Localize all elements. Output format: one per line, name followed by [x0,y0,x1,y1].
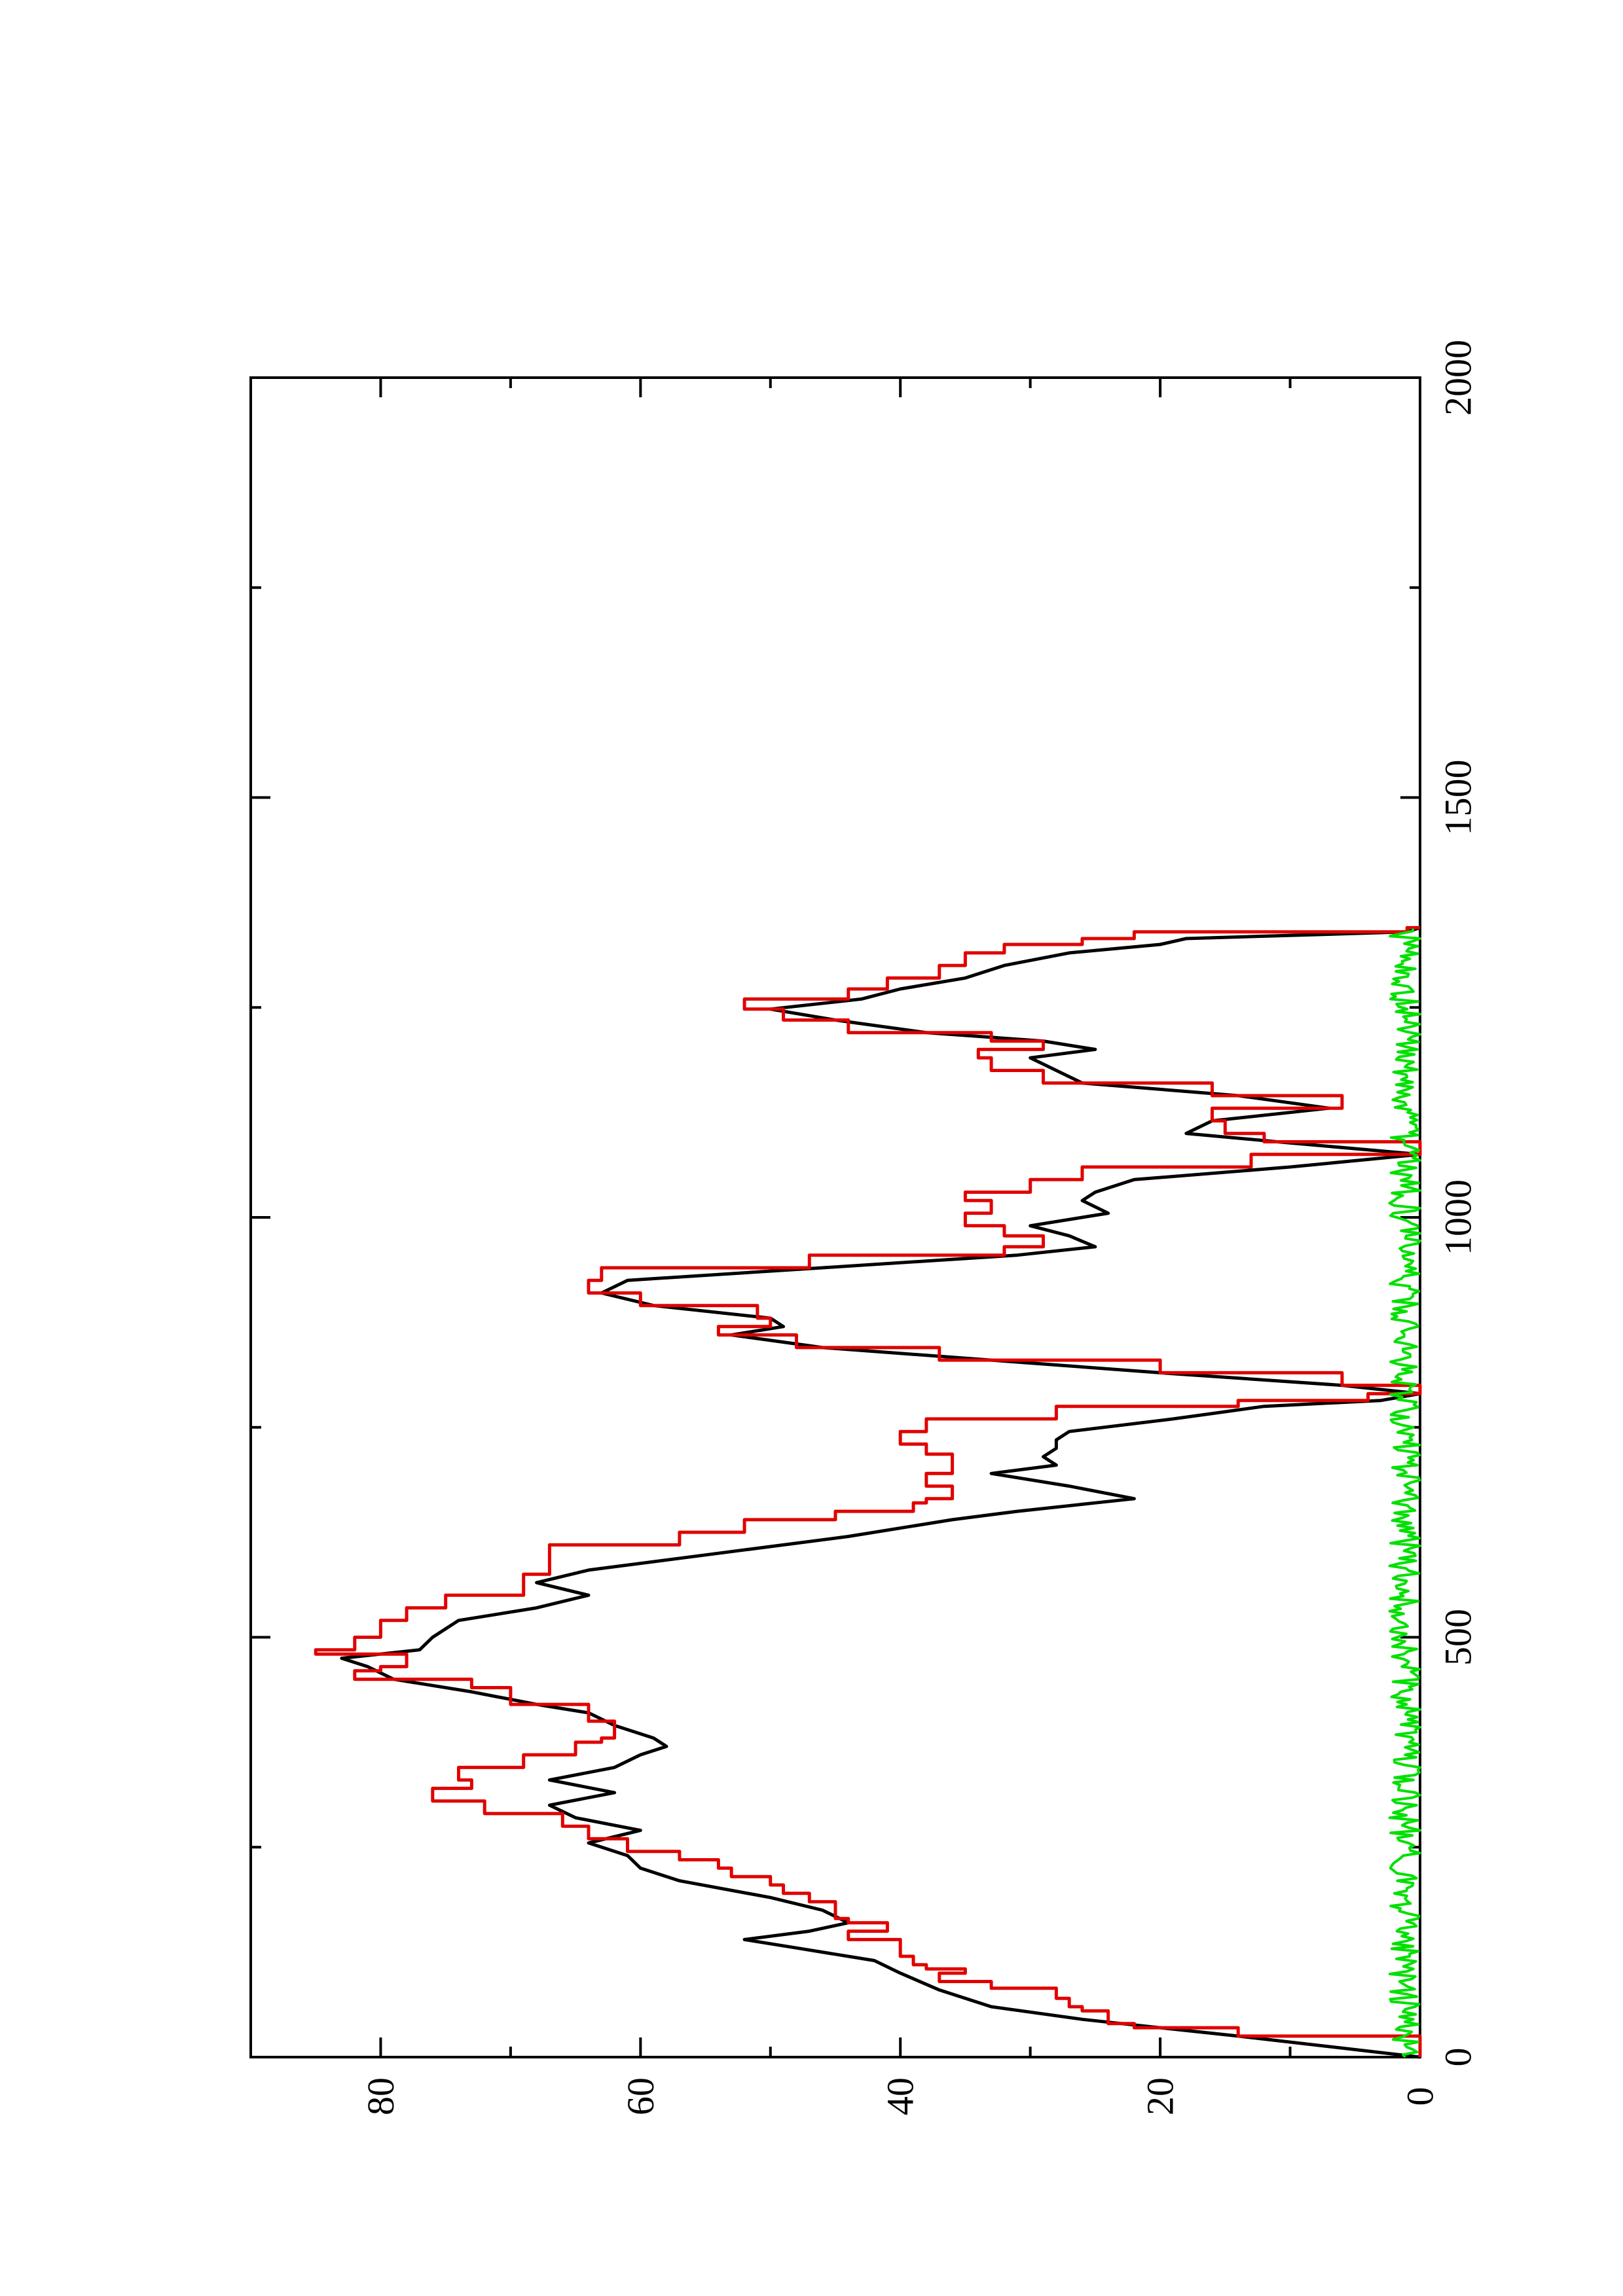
series-green-line [1388,928,1421,2058]
x-tick-label: 0 [1437,2048,1480,2067]
y-tick-label: 40 [879,2077,922,2115]
axis-ticks [251,376,1421,2058]
series-black-line [340,926,1422,2059]
plot-frame [249,376,1421,2058]
x-tick-label: 2000 [1437,340,1480,416]
y-tick-label: 20 [1139,2077,1182,2115]
series-layer [314,925,1422,2059]
y-tick-label: 0 [1399,2087,1442,2106]
y-tick-label: 60 [619,2077,662,2115]
x-tick-label: 1500 [1437,760,1480,836]
series-red-line [314,925,1422,2057]
x-tick-label: 500 [1437,1609,1480,1666]
y-tick-label: 80 [359,2077,402,2115]
tick-labels: 0 500 1000 1500 2000 0 20 40 60 80 [359,340,1480,2115]
x-tick-label: 1000 [1437,1179,1480,1255]
